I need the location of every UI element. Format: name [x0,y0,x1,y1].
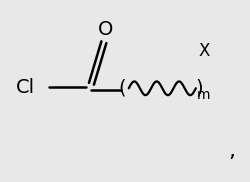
Text: X: X [199,42,210,60]
Text: ): ) [196,79,203,98]
Text: ,: , [228,141,235,161]
Text: O: O [98,20,113,39]
Text: (: ( [119,79,126,98]
Text: m: m [196,88,210,102]
Text: Cl: Cl [16,78,35,97]
